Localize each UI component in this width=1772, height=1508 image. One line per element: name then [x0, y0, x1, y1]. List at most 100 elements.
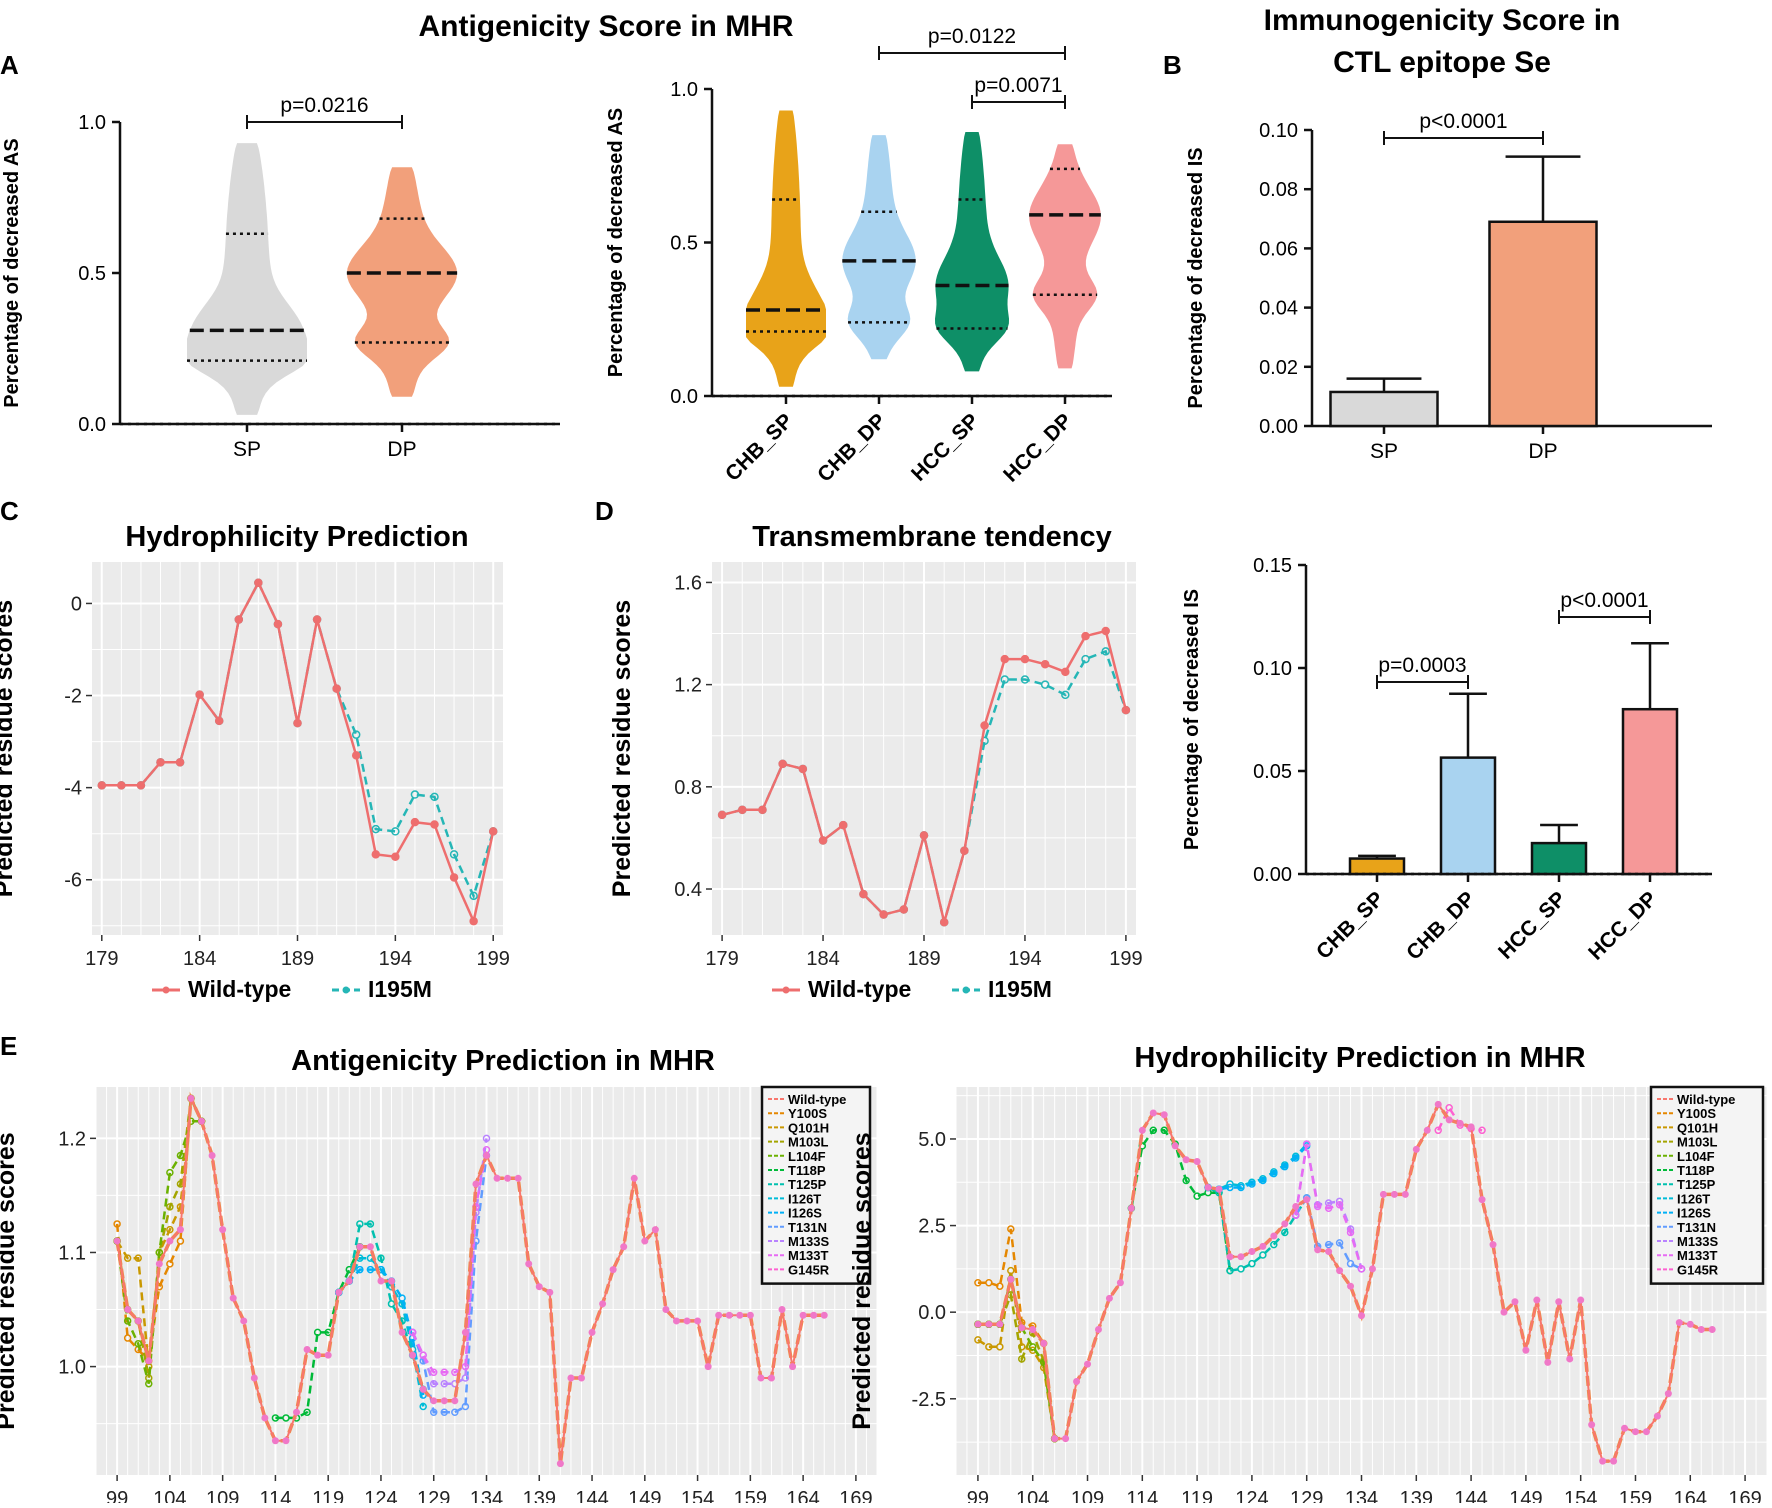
legend-key-point	[162, 986, 170, 994]
x-tick-label: 124	[364, 1488, 397, 1503]
data-point-wild-type	[469, 916, 478, 926]
series-line-m103l	[977, 1290, 1056, 1439]
data-point-wild-type	[1084, 1360, 1092, 1368]
y-tick-label: 0.10	[1259, 120, 1298, 142]
data-point-wild-type	[717, 810, 727, 820]
data-point-wild-type	[567, 1374, 575, 1382]
data-point-wild-type	[789, 1363, 797, 1371]
data-point-t131n	[451, 1408, 459, 1416]
data-point-wild-type	[351, 751, 361, 760]
data-point-wild-type	[229, 1294, 237, 1302]
x-tick-label: DP	[1528, 440, 1557, 463]
data-point-q101h	[166, 1225, 174, 1234]
data-point-i195m	[371, 824, 381, 834]
data-point-t125p	[1259, 1251, 1267, 1259]
y-tick-label: 0.0	[918, 1302, 946, 1324]
data-point-m133t	[461, 1362, 470, 1371]
data-point-wild-type	[124, 1306, 132, 1314]
data-point-wild-type	[1040, 659, 1050, 669]
data-point-wild-type	[1522, 1346, 1530, 1354]
x-tick-label: 184	[183, 948, 216, 970]
series-line-wild-type-core	[977, 1102, 1713, 1463]
data-point-l104f	[1028, 1343, 1037, 1351]
data-point-wild-type	[156, 758, 165, 767]
data-point-wild-type	[757, 1374, 765, 1382]
data-point-i126s	[366, 1265, 375, 1274]
y-axis-title: Percentage of decreased IS	[1185, 147, 1207, 408]
x-tick-label: 189	[907, 948, 940, 970]
data-point-wild-type	[303, 1345, 311, 1353]
data-point-m133t	[1302, 1140, 1311, 1148]
x-tick-label: 159	[1619, 1488, 1652, 1503]
data-point-wild-type	[641, 1237, 649, 1245]
y-tick-label: 1.2	[674, 675, 702, 697]
y-axis-title: Percentage of decreased AS	[1, 138, 23, 407]
violin-chart-chb-hcc: 0.0 0.5 1.0 Percentage of decreased AS CHB_S…	[605, 25, 1112, 487]
legend-label: Q101H	[788, 1120, 829, 1135]
series-line-i126s	[337, 1268, 425, 1396]
y-tick-label: 5.0	[918, 1129, 946, 1151]
data-point-wild-type	[504, 1174, 512, 1182]
data-point-wild-type	[176, 1226, 184, 1234]
y-tick-label: 1.1	[58, 1242, 86, 1264]
title-hydrophilicity-mhr: Hydrophilicity Prediction in MHR	[1134, 1042, 1585, 1074]
x-tick-label: 119	[312, 1488, 344, 1503]
data-point-t131n	[1335, 1239, 1344, 1247]
p-value-label: p<0.0001	[1419, 110, 1507, 133]
legend-label: T125P	[1677, 1177, 1716, 1192]
data-point-wild-type	[175, 758, 185, 767]
data-point-wild-type	[1138, 1126, 1146, 1134]
y-tick-label: 0.05	[1253, 761, 1292, 783]
series-line-m133t	[1294, 1143, 1363, 1270]
data-point-wild-type	[694, 1317, 702, 1325]
x-tick-label: 134	[470, 1488, 503, 1503]
x-tick-label: SP	[1370, 440, 1398, 463]
data-point-wild-type	[254, 578, 263, 587]
legend-key-point	[342, 986, 350, 994]
data-point-wild-type	[1215, 1185, 1223, 1193]
x-tick-label: 169	[839, 1488, 872, 1503]
x-tick-label: 149	[628, 1488, 661, 1503]
line-chart-antigenicity-mhr: 1.0 1.1 1.2 99 104 109 114 119 124 129 134 139 144 14…	[0, 1085, 878, 1508]
data-point-t125p	[1248, 1259, 1256, 1268]
data-point-wild-type	[577, 1374, 585, 1382]
panel-label-a: A	[0, 50, 19, 80]
data-point-wild-type	[810, 1311, 818, 1319]
data-point-wild-type	[1073, 1377, 1081, 1385]
data-point-wild-type	[345, 1277, 353, 1285]
x-tick-label: 199	[1109, 948, 1142, 970]
data-point-wild-type	[97, 781, 107, 790]
data-point-wild-type	[166, 1237, 174, 1245]
title-immunogenicity-line1: Immunogenicity Score in	[1264, 4, 1621, 37]
data-point-wild-type	[366, 1243, 374, 1251]
series-line-i126s	[1207, 1145, 1308, 1191]
data-point-wild-type	[514, 1174, 522, 1182]
x-tick-label: 179	[85, 948, 118, 970]
data-point-wild-type	[440, 1397, 448, 1405]
data-point-m133t	[440, 1368, 449, 1377]
data-point-wild-type	[1127, 1204, 1135, 1212]
data-point-wild-type	[1610, 1457, 1618, 1465]
data-point-wild-type	[214, 716, 224, 726]
bar-chb-sp	[1348, 857, 1406, 876]
data-point-wild-type	[335, 1288, 343, 1296]
y-tick-label: 0.08	[1259, 179, 1298, 201]
data-point-wild-type	[683, 1317, 691, 1325]
data-point-wild-type	[388, 1277, 396, 1285]
data-point-m133s	[1324, 1199, 1333, 1207]
legend-label: L104F	[1677, 1149, 1715, 1164]
legend-label: M103L	[788, 1135, 829, 1150]
data-point-wild-type	[879, 910, 888, 919]
p-value-label: p=0.0071	[974, 74, 1062, 97]
data-point-wild-type	[356, 1243, 364, 1251]
data-point-y100s	[985, 1278, 993, 1287]
data-point-wild-type	[799, 1311, 807, 1319]
data-point-wild-type	[1379, 1190, 1387, 1198]
x-tick-label: CHB_SP	[1312, 887, 1389, 964]
y-tick-label: -6	[64, 870, 82, 892]
data-point-m133t	[1346, 1228, 1355, 1237]
data-point-q101h	[996, 1343, 1004, 1351]
data-point-wild-type	[1226, 1253, 1234, 1261]
data-point-wild-type	[980, 721, 989, 730]
